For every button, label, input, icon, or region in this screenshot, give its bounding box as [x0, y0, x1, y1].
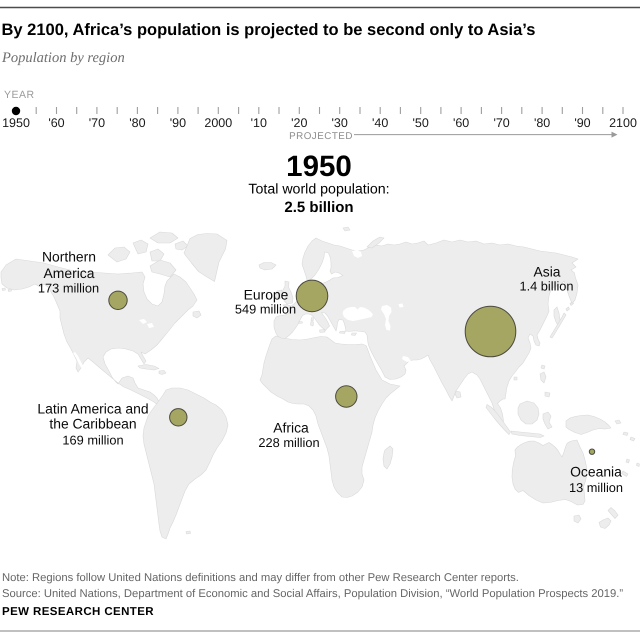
svg-text:'70: '70 — [89, 116, 105, 130]
svg-text:By 2100, Africa’s population i: By 2100, Africa’s population is projecte… — [2, 21, 536, 39]
svg-text:America: America — [44, 265, 95, 281]
svg-text:Latin America and: Latin America and — [37, 401, 148, 417]
svg-text:'80: '80 — [534, 116, 550, 130]
svg-text:1.4 billion: 1.4 billion — [519, 279, 573, 294]
svg-text:the Caribbean: the Caribbean — [49, 416, 136, 432]
svg-text:2100: 2100 — [609, 116, 637, 130]
svg-text:Asia: Asia — [533, 264, 560, 280]
svg-text:Total world population:: Total world population: — [248, 181, 389, 197]
svg-text:'10: '10 — [251, 116, 267, 130]
svg-text:549 million: 549 million — [235, 302, 296, 317]
svg-text:PROJECTED: PROJECTED — [289, 131, 353, 142]
svg-text:173 million: 173 million — [38, 281, 99, 296]
svg-text:'40: '40 — [372, 116, 388, 130]
svg-text:'30: '30 — [332, 116, 348, 130]
svg-text:1950: 1950 — [286, 150, 352, 183]
svg-text:Population by region: Population by region — [1, 50, 125, 66]
svg-text:'60: '60 — [453, 116, 469, 130]
svg-text:'50: '50 — [413, 116, 429, 130]
svg-text:2000: 2000 — [204, 116, 232, 130]
svg-text:2.5 billion: 2.5 billion — [284, 199, 353, 216]
svg-text:'70: '70 — [493, 116, 509, 130]
svg-text:'80: '80 — [129, 116, 145, 130]
svg-text:Oceania: Oceania — [570, 464, 622, 480]
svg-text:'60: '60 — [48, 116, 64, 130]
svg-text:1950: 1950 — [2, 116, 30, 130]
svg-text:'90: '90 — [574, 116, 590, 130]
svg-text:Africa: Africa — [273, 420, 309, 436]
svg-text:'20: '20 — [291, 116, 307, 130]
svg-text:Europe: Europe — [244, 287, 289, 303]
svg-text:228 million: 228 million — [258, 435, 319, 450]
svg-text:13 million: 13 million — [569, 480, 623, 495]
svg-text:PEW RESEARCH CENTER: PEW RESEARCH CENTER — [2, 606, 154, 618]
svg-text:169 million: 169 million — [62, 432, 123, 447]
svg-text:YEAR: YEAR — [4, 89, 35, 101]
svg-text:Source: United Nations, Depart: Source: United Nations, Department of Ec… — [2, 588, 623, 600]
svg-text:Northern: Northern — [42, 249, 96, 265]
svg-text:'90: '90 — [170, 116, 186, 130]
svg-text:Note: Regions follow United Na: Note: Regions follow United Nations defi… — [2, 572, 519, 584]
